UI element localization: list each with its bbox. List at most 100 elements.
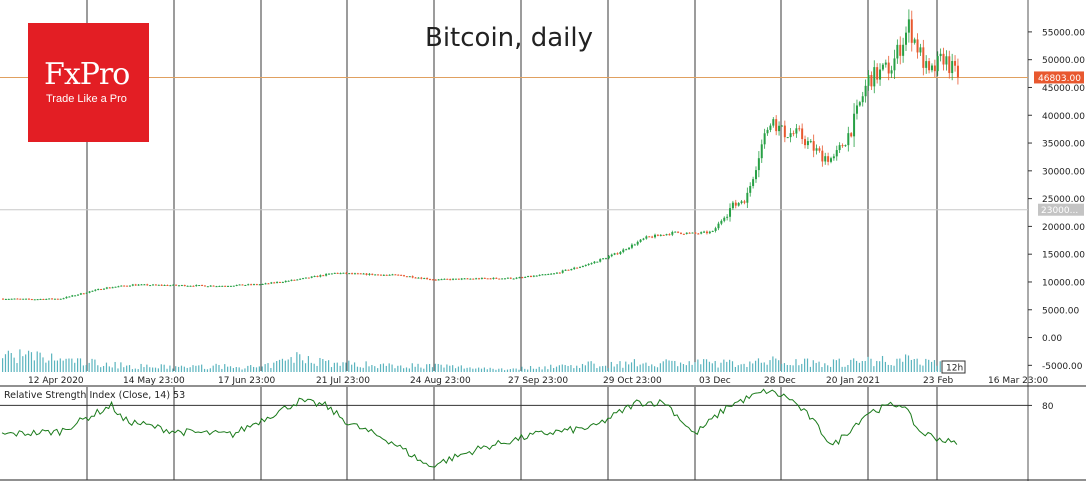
candle-body — [65, 296, 68, 299]
candle-body — [411, 276, 414, 278]
candle-body — [137, 284, 140, 286]
candle-body — [293, 279, 296, 281]
volume-bar — [143, 367, 145, 372]
volume-bar — [723, 359, 725, 372]
volume-bar — [426, 364, 428, 372]
volume-bar — [466, 367, 468, 372]
candle-body — [258, 284, 261, 286]
volume-bar — [328, 360, 330, 372]
candle-body — [328, 273, 331, 275]
volume-bar — [902, 361, 904, 372]
candle-body — [428, 279, 431, 281]
volume-bar — [97, 365, 99, 372]
volume-bar — [619, 361, 621, 372]
candle-body — [126, 285, 129, 287]
candle-body — [558, 272, 561, 274]
candle-body — [893, 58, 896, 71]
volume-bar — [276, 361, 278, 372]
volume-bar — [229, 366, 232, 372]
candle-body — [910, 19, 913, 43]
volume-bar — [397, 365, 399, 372]
volume-bar — [665, 359, 667, 372]
volume-bar — [827, 365, 829, 372]
candle-body — [212, 285, 215, 287]
candle-body — [359, 273, 362, 275]
candle-body — [7, 298, 10, 300]
candle-body — [795, 128, 798, 134]
candle-body — [85, 292, 88, 294]
volume-bar — [570, 365, 572, 372]
volume-bar — [893, 365, 895, 372]
candle-body — [743, 201, 746, 203]
candle-body — [674, 231, 677, 233]
volume-bar — [160, 364, 162, 372]
volume-bar — [685, 365, 687, 372]
candle-body — [330, 273, 333, 275]
candle-body — [97, 289, 100, 291]
candle-body — [114, 286, 117, 288]
candle-body — [498, 278, 501, 280]
price-tick-label: 0.00 — [1042, 334, 1062, 344]
time-tick-label: 23 Feb — [923, 376, 954, 386]
candle-body — [27, 298, 30, 300]
candle-body — [454, 278, 457, 280]
volume-bar — [117, 368, 119, 372]
volume-bar — [772, 356, 774, 372]
candle-body — [622, 249, 625, 252]
volume-bar — [472, 368, 474, 372]
price-tick-label: 15000.00 — [1042, 251, 1085, 261]
candle-body — [573, 267, 576, 270]
volume-bar — [362, 367, 364, 372]
volume-bar — [812, 360, 814, 372]
candle-body — [431, 279, 434, 281]
volume-bar — [521, 366, 523, 372]
candle-body — [443, 278, 446, 280]
candle-body — [377, 274, 380, 276]
volume-bar — [746, 366, 748, 372]
candle-body — [789, 133, 792, 138]
candle-body — [928, 61, 931, 71]
candle-body — [688, 232, 691, 234]
volume-bar — [801, 363, 803, 372]
volume-bar — [382, 363, 385, 372]
candle-body — [397, 274, 400, 276]
candle-body — [590, 263, 593, 265]
volume-bar — [102, 366, 105, 372]
volume-bar — [463, 368, 465, 372]
candle-body — [489, 278, 492, 280]
volume-bar — [524, 368, 526, 372]
candle-body — [273, 282, 276, 284]
volume-bar — [414, 366, 416, 372]
candle-body — [244, 284, 247, 286]
volume-bar — [411, 363, 413, 372]
volume-bar — [703, 359, 705, 372]
candle-body — [30, 299, 33, 301]
volume-bar — [864, 360, 866, 372]
candle-body — [388, 274, 391, 276]
volume-bar — [853, 358, 855, 372]
candle-body — [873, 67, 876, 87]
candle-body — [804, 139, 807, 146]
candle-body — [896, 44, 899, 59]
candle-body — [449, 279, 452, 281]
volume-bar — [195, 365, 197, 372]
candle-body — [486, 278, 489, 280]
candle-body — [177, 285, 180, 287]
candle-body — [541, 274, 544, 276]
volume-bar — [518, 369, 520, 372]
candle-body — [180, 285, 183, 287]
price-tick-label: 45000.00 — [1042, 84, 1085, 94]
volume-bar — [330, 367, 333, 372]
volume-bar — [939, 361, 941, 372]
time-tick-label: 24 Aug 23:00 — [410, 376, 471, 386]
volume-bar — [134, 368, 136, 372]
volume-bar — [224, 364, 226, 372]
candle-body — [619, 251, 622, 255]
volume-bar — [218, 364, 220, 372]
volume-bar — [105, 362, 108, 372]
candle-body — [169, 285, 172, 287]
candle-body — [351, 273, 354, 275]
candle-body — [616, 253, 619, 255]
volume-bar — [766, 364, 768, 372]
volume-bar — [679, 362, 682, 372]
